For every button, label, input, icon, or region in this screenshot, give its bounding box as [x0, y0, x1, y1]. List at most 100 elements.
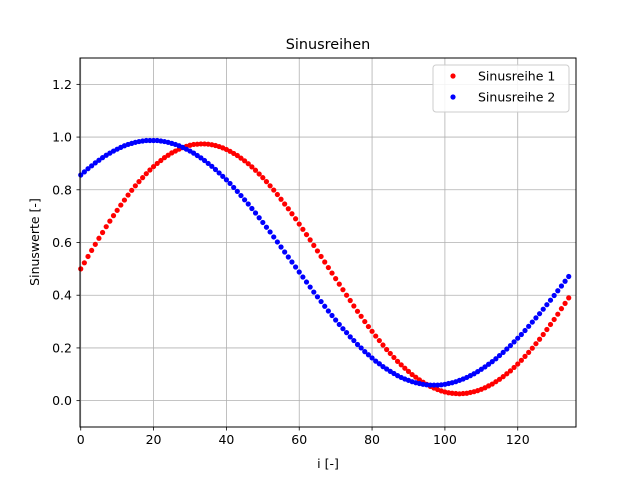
data-point [522, 327, 528, 334]
data-point [515, 335, 521, 341]
data-point [380, 342, 386, 348]
legend-marker-sinusreihe-2 [450, 94, 456, 100]
data-point [511, 339, 517, 345]
series-layer [78, 137, 572, 397]
data-point [413, 374, 419, 380]
data-point [536, 336, 543, 342]
data-point [409, 371, 415, 378]
legend-marker-sinusreihe-1 [450, 73, 456, 79]
data-point [354, 308, 361, 314]
data-point [85, 253, 91, 260]
data-point [274, 239, 280, 245]
data-point [402, 365, 408, 371]
data-point [150, 137, 157, 144]
data-point [274, 191, 280, 198]
data-point [526, 349, 532, 356]
data-point [143, 137, 149, 144]
data-point [431, 382, 437, 388]
data-point [260, 175, 266, 181]
data-point [504, 371, 510, 377]
data-point [220, 173, 226, 179]
data-point [351, 337, 357, 344]
data-point [140, 175, 146, 181]
data-point [398, 362, 404, 368]
data-point [256, 215, 262, 221]
legend-box [432, 64, 570, 113]
data-point [314, 248, 321, 254]
data-point [249, 164, 255, 170]
data-point [322, 303, 328, 309]
data-point [394, 358, 401, 364]
data-point [311, 289, 317, 295]
data-point [292, 216, 299, 222]
data-point [278, 244, 284, 250]
data-point [343, 330, 350, 336]
data-point [322, 259, 328, 265]
data-point [296, 269, 302, 275]
data-point [307, 237, 313, 243]
data-point [212, 166, 219, 173]
data-point [365, 352, 372, 358]
data-point [558, 283, 565, 289]
data-point [282, 201, 288, 207]
data-point [318, 298, 324, 305]
data-point [260, 219, 266, 226]
data-point [223, 177, 229, 183]
data-point [358, 313, 364, 319]
data-point [354, 341, 361, 348]
data-point [216, 170, 222, 176]
data-point [562, 278, 568, 284]
data-point [387, 350, 393, 357]
data-point [504, 346, 510, 352]
data-point [198, 141, 204, 147]
y-axis-label: Sinuswerte [-] [27, 198, 42, 286]
data-point [201, 157, 208, 164]
data-point [343, 292, 350, 298]
data-point [325, 308, 331, 314]
data-point [329, 270, 335, 276]
data-point [121, 197, 128, 203]
data-point [369, 355, 375, 361]
data-point [529, 319, 535, 325]
data-point [78, 266, 84, 272]
data-point [566, 295, 572, 301]
data-point [518, 331, 524, 338]
data-point [238, 155, 244, 161]
data-point [300, 226, 306, 232]
data-point [282, 249, 288, 255]
data-point [318, 253, 324, 260]
data-point [333, 276, 339, 282]
data-point [252, 210, 259, 216]
data-point [143, 171, 149, 177]
data-point [384, 346, 390, 353]
data-point [496, 376, 503, 382]
data-point [347, 297, 353, 304]
x-tick-label: 100 [433, 432, 457, 447]
data-point [150, 163, 157, 170]
y-tick-label: 1.0 [52, 130, 72, 145]
data-point [78, 172, 84, 178]
data-point [256, 171, 262, 177]
data-point [485, 361, 492, 367]
x-tick-label: 20 [146, 432, 162, 447]
data-point [362, 318, 368, 325]
data-point [154, 160, 160, 167]
data-point [242, 197, 248, 203]
data-point [336, 281, 342, 287]
data-point [267, 183, 273, 189]
data-point [231, 184, 237, 191]
data-point [336, 321, 342, 328]
data-point [285, 206, 291, 212]
data-point [245, 161, 251, 167]
data-point [518, 357, 524, 363]
data-point [125, 192, 131, 198]
data-point [129, 187, 135, 193]
data-point [351, 303, 357, 309]
data-point [92, 241, 98, 247]
data-point [158, 157, 164, 164]
y-tick-label: 0.8 [52, 182, 72, 197]
data-point [107, 218, 113, 224]
data-point [496, 352, 503, 359]
data-point [555, 311, 561, 317]
data-point [234, 152, 240, 159]
